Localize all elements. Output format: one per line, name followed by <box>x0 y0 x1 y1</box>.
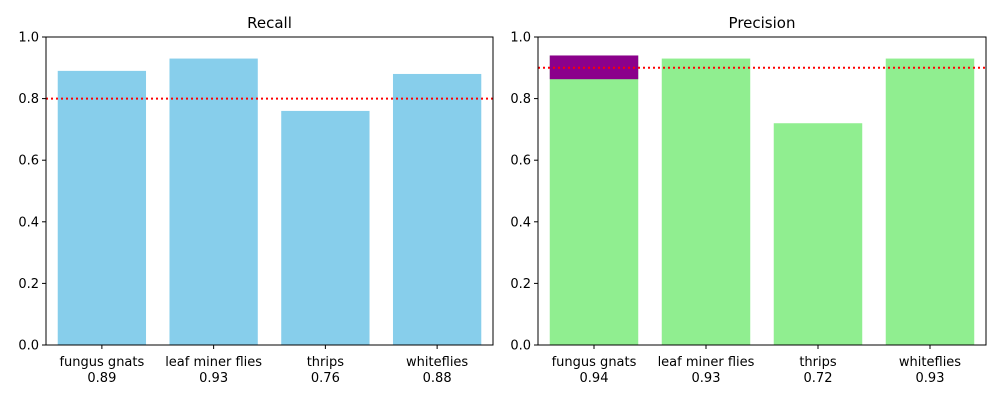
x-tick-label: thrips <box>799 355 837 370</box>
y-tick-label: 0.6 <box>510 154 531 169</box>
bar-thrips <box>281 110 370 345</box>
bar-fungus-gnats <box>57 70 147 345</box>
bar-whiteflies <box>885 58 975 346</box>
y-tick-label: 0.8 <box>18 92 39 107</box>
data-label: 0.93 <box>692 371 721 386</box>
x-tick-label: thrips <box>307 355 345 370</box>
y-tick-label: 0.2 <box>510 277 531 292</box>
bar-leaf-miner-flies <box>661 58 751 346</box>
data-label: 0.72 <box>804 371 833 386</box>
data-label: 0.94 <box>580 371 609 386</box>
data-label: 0.88 <box>423 371 452 386</box>
x-tick-label: whiteflies <box>899 355 961 370</box>
plot-frame <box>45 36 494 346</box>
x-tick-label: whiteflies <box>406 355 468 370</box>
bar-whiteflies <box>392 73 482 346</box>
plot-frame <box>537 36 987 346</box>
y-tick-label: 0.8 <box>510 92 531 107</box>
x-tick-label: leaf miner flies <box>658 355 755 370</box>
x-tick-label: fungus gnats <box>552 355 637 370</box>
bar-fungus-gnats <box>549 55 639 345</box>
data-label: 0.93 <box>916 371 945 386</box>
chart-title: Precision <box>729 14 796 32</box>
y-tick-label: 0.0 <box>510 339 531 354</box>
bar-thrips <box>773 123 863 346</box>
y-tick-label: 1.0 <box>510 31 531 46</box>
y-tick-label: 0.2 <box>18 277 39 292</box>
y-tick-label: 0.4 <box>18 215 39 230</box>
y-tick-label: 0.4 <box>510 215 531 230</box>
y-tick-label: 0.0 <box>18 339 39 354</box>
precision-chart: Precision 0.0 0.2 0.4 0.6 0.8 1.0 fungus gnats… <box>510 14 987 386</box>
data-label: 0.93 <box>199 371 228 386</box>
bar-leaf-miner-flies <box>169 58 258 346</box>
data-label: 0.76 <box>311 371 340 386</box>
data-label: 0.89 <box>87 371 116 386</box>
chart-title: Recall <box>247 14 292 32</box>
y-tick-label: 0.6 <box>18 154 39 169</box>
x-tick-label: fungus gnats <box>59 355 144 370</box>
x-tick-label: leaf miner flies <box>165 355 262 370</box>
y-tick-label: 1.0 <box>18 31 39 46</box>
